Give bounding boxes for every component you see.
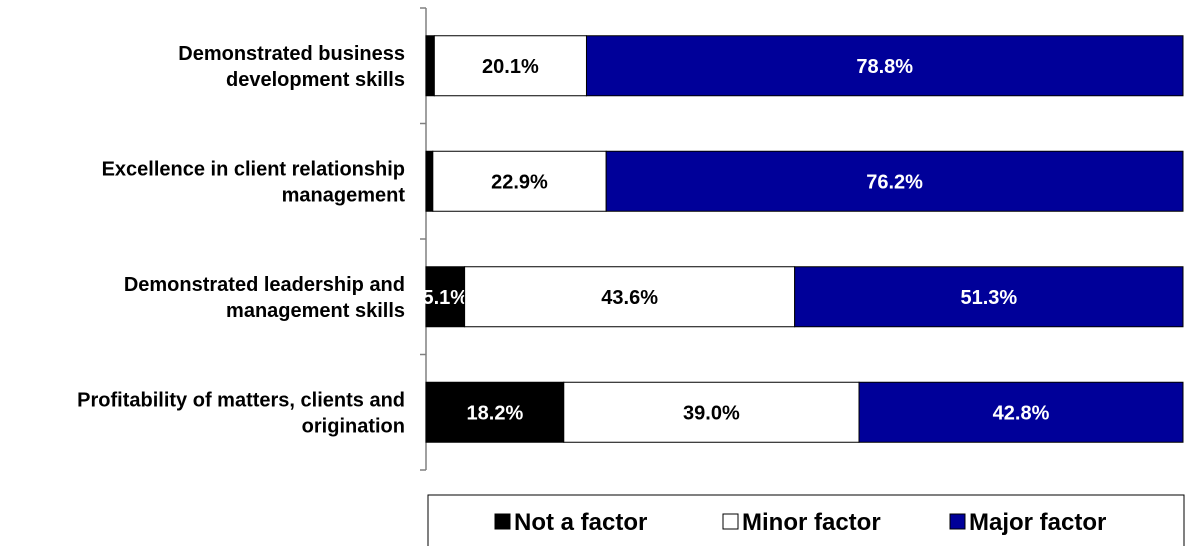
data-label: 51.3% <box>960 287 1017 309</box>
legend-label: Minor factor <box>742 509 881 536</box>
category-label: Excellence in client relationship managem… <box>102 158 406 206</box>
category-label: Demonstrated business development skills <box>178 43 405 91</box>
bar-segment-major-factor <box>858 381 1184 443</box>
data-label: 39.0% <box>683 402 740 424</box>
bar-segment-minor-factor <box>433 35 587 97</box>
legend-label: Not a factor <box>514 509 647 536</box>
category-axis <box>420 7 427 471</box>
category-label: Demonstrated leadership and management sk… <box>124 274 405 322</box>
bar-segment-not-a-factor <box>425 150 434 212</box>
data-label: 5.1% <box>423 287 469 309</box>
bar-segment-major-factor <box>794 266 1184 328</box>
data-label: 43.6% <box>601 287 658 309</box>
legend: Not a factor Minor factor Major factor <box>427 494 1185 546</box>
bar-segment-major-factor <box>605 150 1184 212</box>
legend-swatch <box>949 513 966 530</box>
bar-segment-not-a-factor <box>425 266 466 328</box>
bar-segment-minor-factor <box>464 266 796 328</box>
bar-segment-minor-factor <box>563 381 860 443</box>
data-label: 76.2% <box>866 171 923 193</box>
legend-label: Major factor <box>969 509 1106 536</box>
data-label: 42.8% <box>993 402 1050 424</box>
bar-segment-not-a-factor <box>425 381 565 443</box>
bar-segments: 20.1% 78.8% 22.9% 76.2% 5.1% 43.6% 51.3% 18.2% 3… <box>423 35 1184 443</box>
data-label: 20.1% <box>482 56 539 78</box>
data-label: 18.2% <box>467 402 524 424</box>
legend-swatch <box>722 513 739 530</box>
category-label: Profitability of matters, clients and ori… <box>77 389 405 437</box>
bar-segment-not-a-factor <box>425 35 435 97</box>
bar-segment-major-factor <box>585 35 1184 97</box>
data-label: 22.9% <box>491 171 548 193</box>
legend-swatch <box>494 513 511 530</box>
legend-box <box>427 494 1185 546</box>
category-labels: Demonstrated business development skills E… <box>77 43 405 438</box>
data-label: 78.8% <box>856 56 913 78</box>
